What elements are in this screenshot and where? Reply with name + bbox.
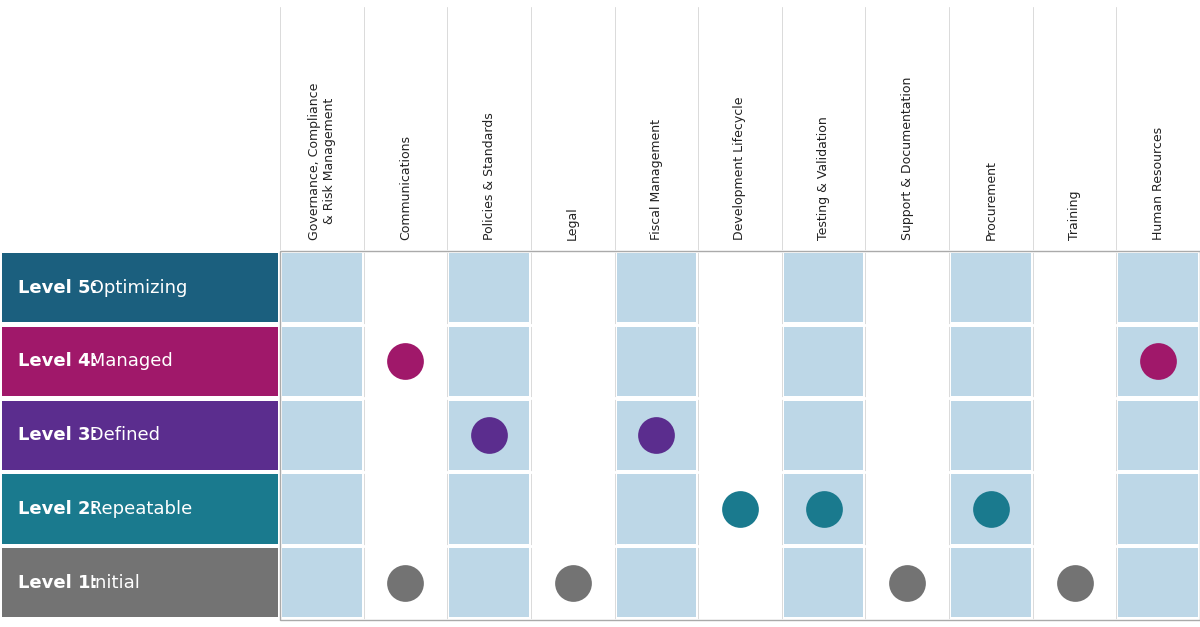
FancyBboxPatch shape xyxy=(1034,401,1115,470)
FancyBboxPatch shape xyxy=(449,327,529,396)
Point xyxy=(563,577,582,587)
Text: Legal: Legal xyxy=(566,206,580,240)
FancyBboxPatch shape xyxy=(449,253,529,322)
FancyBboxPatch shape xyxy=(868,401,947,470)
FancyBboxPatch shape xyxy=(533,548,612,618)
FancyBboxPatch shape xyxy=(868,253,947,322)
FancyBboxPatch shape xyxy=(700,327,780,396)
FancyBboxPatch shape xyxy=(366,401,445,470)
FancyBboxPatch shape xyxy=(2,548,278,618)
Point xyxy=(647,430,666,440)
Point xyxy=(1148,356,1168,366)
FancyBboxPatch shape xyxy=(784,401,864,470)
FancyBboxPatch shape xyxy=(784,474,864,544)
FancyBboxPatch shape xyxy=(1034,474,1115,544)
Text: Level 3:: Level 3: xyxy=(18,426,97,444)
Point xyxy=(1064,577,1084,587)
FancyBboxPatch shape xyxy=(366,474,445,544)
FancyBboxPatch shape xyxy=(700,253,780,322)
Point xyxy=(982,504,1001,514)
FancyBboxPatch shape xyxy=(1034,327,1115,396)
FancyBboxPatch shape xyxy=(868,474,947,544)
Text: Optimizing: Optimizing xyxy=(84,278,187,297)
FancyBboxPatch shape xyxy=(282,327,361,396)
FancyBboxPatch shape xyxy=(533,401,612,470)
FancyBboxPatch shape xyxy=(700,548,780,618)
Text: Repeatable: Repeatable xyxy=(84,500,192,518)
FancyBboxPatch shape xyxy=(952,474,1031,544)
Text: Testing & Validation: Testing & Validation xyxy=(817,116,830,240)
FancyBboxPatch shape xyxy=(533,253,612,322)
FancyBboxPatch shape xyxy=(1118,474,1198,544)
Text: Human Resources: Human Resources xyxy=(1152,127,1165,240)
Point xyxy=(731,504,750,514)
FancyBboxPatch shape xyxy=(617,474,696,544)
FancyBboxPatch shape xyxy=(784,548,864,618)
FancyBboxPatch shape xyxy=(700,474,780,544)
Point xyxy=(396,577,415,587)
Text: Level 5:: Level 5: xyxy=(18,278,97,297)
Point xyxy=(396,356,415,366)
FancyBboxPatch shape xyxy=(868,327,947,396)
FancyBboxPatch shape xyxy=(1034,253,1115,322)
Point xyxy=(480,430,499,440)
Point xyxy=(898,577,917,587)
FancyBboxPatch shape xyxy=(282,401,361,470)
FancyBboxPatch shape xyxy=(617,253,696,322)
FancyBboxPatch shape xyxy=(366,548,445,618)
FancyBboxPatch shape xyxy=(282,548,361,618)
Text: Level 2:: Level 2: xyxy=(18,500,97,518)
FancyBboxPatch shape xyxy=(366,327,445,396)
Text: Communications: Communications xyxy=(398,135,412,240)
Text: Governance, Compliance
& Risk Management: Governance, Compliance & Risk Management xyxy=(308,82,336,240)
Text: Initial: Initial xyxy=(84,574,139,592)
FancyBboxPatch shape xyxy=(282,253,361,322)
FancyBboxPatch shape xyxy=(533,327,612,396)
Text: Fiscal Management: Fiscal Management xyxy=(650,119,662,240)
Text: Development Lifecycle: Development Lifecycle xyxy=(733,96,746,240)
FancyBboxPatch shape xyxy=(617,548,696,618)
FancyBboxPatch shape xyxy=(952,327,1031,396)
Text: Policies & Standards: Policies & Standards xyxy=(482,112,496,240)
FancyBboxPatch shape xyxy=(784,253,864,322)
FancyBboxPatch shape xyxy=(952,548,1031,618)
FancyBboxPatch shape xyxy=(952,253,1031,322)
FancyBboxPatch shape xyxy=(533,474,612,544)
FancyBboxPatch shape xyxy=(2,253,278,322)
FancyBboxPatch shape xyxy=(617,327,696,396)
Text: Managed: Managed xyxy=(84,352,173,371)
FancyBboxPatch shape xyxy=(1118,401,1198,470)
Text: Defined: Defined xyxy=(84,426,160,444)
FancyBboxPatch shape xyxy=(2,474,278,544)
Text: Training: Training xyxy=(1068,190,1081,240)
FancyBboxPatch shape xyxy=(366,253,445,322)
FancyBboxPatch shape xyxy=(868,548,947,618)
Text: Procurement: Procurement xyxy=(984,160,997,240)
FancyBboxPatch shape xyxy=(700,401,780,470)
FancyBboxPatch shape xyxy=(1034,548,1115,618)
FancyBboxPatch shape xyxy=(282,474,361,544)
FancyBboxPatch shape xyxy=(449,548,529,618)
FancyBboxPatch shape xyxy=(1118,548,1198,618)
Text: Level 4:: Level 4: xyxy=(18,352,97,371)
Point xyxy=(814,504,833,514)
FancyBboxPatch shape xyxy=(449,401,529,470)
Text: Support & Documentation: Support & Documentation xyxy=(901,76,913,240)
Text: Level 1:: Level 1: xyxy=(18,574,97,592)
FancyBboxPatch shape xyxy=(1118,253,1198,322)
FancyBboxPatch shape xyxy=(952,401,1031,470)
FancyBboxPatch shape xyxy=(2,401,278,470)
FancyBboxPatch shape xyxy=(784,327,864,396)
FancyBboxPatch shape xyxy=(449,474,529,544)
FancyBboxPatch shape xyxy=(617,401,696,470)
FancyBboxPatch shape xyxy=(1118,327,1198,396)
FancyBboxPatch shape xyxy=(2,327,278,396)
